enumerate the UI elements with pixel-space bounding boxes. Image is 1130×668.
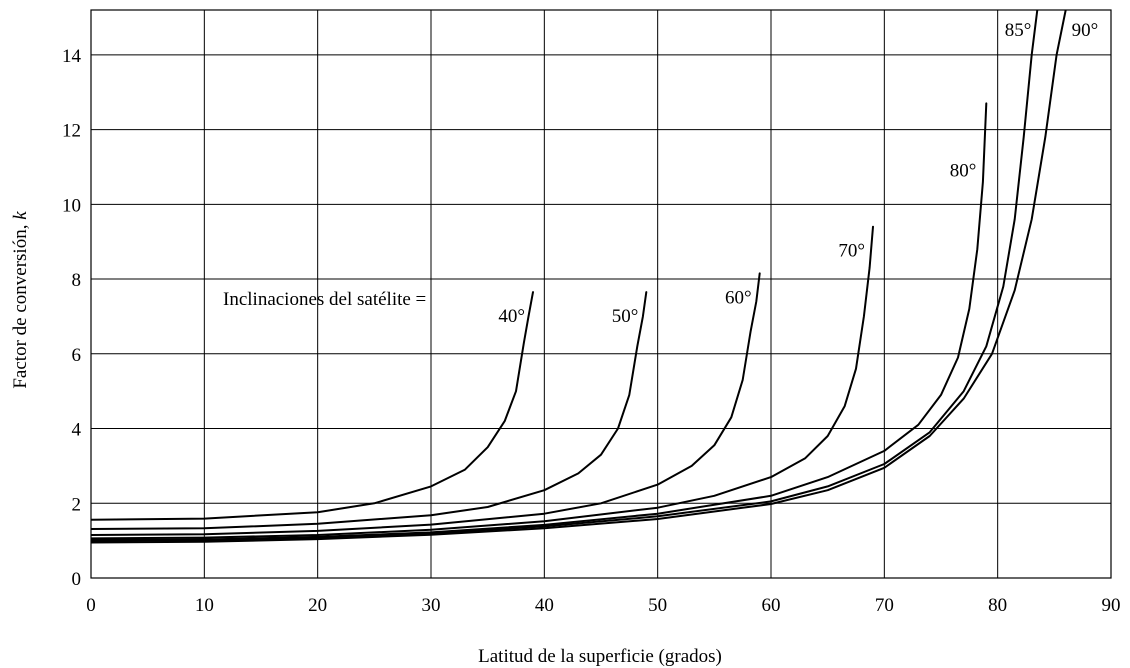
y-tick-label: 2 xyxy=(72,494,82,515)
series-label: 90° xyxy=(1072,20,1099,41)
x-tick-label: 0 xyxy=(86,595,96,616)
y-tick-label: 4 xyxy=(72,420,82,441)
series-line xyxy=(91,291,534,521)
x-tick-labels: 0 10 20 30 40 50 60 70 80 90 xyxy=(86,595,1120,616)
y-tick-label: 10 xyxy=(62,195,81,216)
series-label: 70° xyxy=(838,241,865,262)
x-tick-label: 90 xyxy=(1102,595,1121,616)
plot-frame xyxy=(90,9,1112,579)
series-line xyxy=(91,225,874,540)
series-labels: 40° 50° 60° 70° 80° 85° 90° xyxy=(498,20,1098,327)
x-tick-label: 50 xyxy=(648,595,667,616)
series-line xyxy=(91,10,1067,544)
x-tick-label: 60 xyxy=(762,595,781,616)
y-tick-label: 12 xyxy=(62,121,81,142)
series-line xyxy=(91,102,988,541)
y-tick-label: 0 xyxy=(72,569,82,590)
grid xyxy=(90,9,1112,579)
y-tick-labels: 0 2 4 6 8 10 12 14 xyxy=(62,46,82,590)
x-tick-label: 80 xyxy=(988,595,1007,616)
series-label: 85° xyxy=(1005,20,1032,41)
y-tick-label: 14 xyxy=(62,46,82,67)
annotation: Inclinaciones del satélite = xyxy=(223,289,426,310)
x-tick-label: 30 xyxy=(422,595,441,616)
series-label: 40° xyxy=(498,306,525,327)
series-label: 50° xyxy=(612,306,639,327)
x-tick-label: 20 xyxy=(308,595,327,616)
series-lines xyxy=(91,10,1067,544)
x-tick-label: 10 xyxy=(195,595,214,616)
series-line xyxy=(91,291,648,530)
series-line xyxy=(91,272,761,536)
series-label: 60° xyxy=(725,287,752,308)
y-tick-label: 8 xyxy=(72,270,82,291)
series-line xyxy=(91,10,1039,542)
y-tick-label: 6 xyxy=(72,345,82,366)
x-tick-label: 70 xyxy=(875,595,894,616)
y-axis-label: Factor de conversión, k xyxy=(10,211,31,389)
x-tick-label: 40 xyxy=(535,595,554,616)
series-label: 80° xyxy=(950,160,977,181)
x-axis-label: Latitud de la superficie (grados) xyxy=(478,646,722,667)
